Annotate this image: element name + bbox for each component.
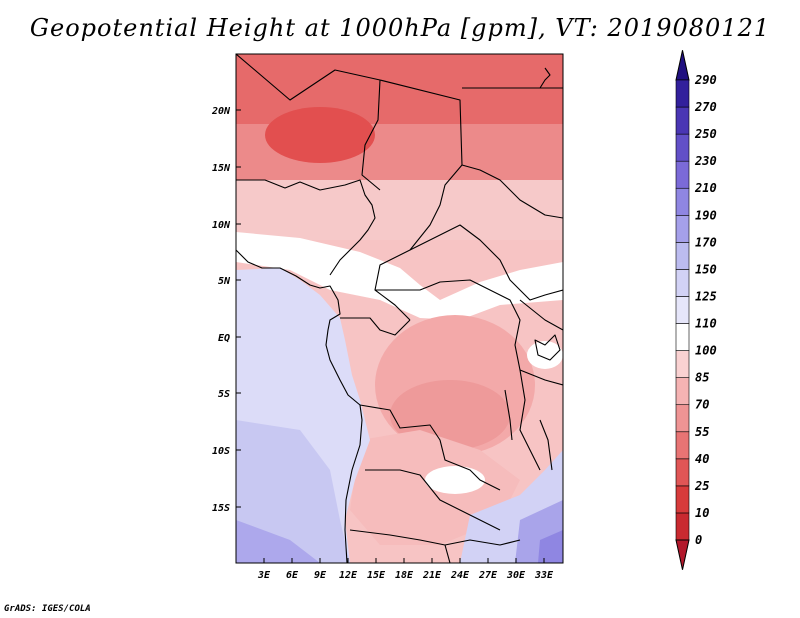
- colorbar-bottom-arrow: [675, 539, 690, 570]
- colorbar-swatch: [675, 404, 690, 433]
- colorbar-label: 55: [695, 425, 709, 439]
- border-angola-drc: [359, 404, 501, 491]
- country-borders: [236, 54, 563, 563]
- colorbar-swatch: [675, 512, 690, 541]
- colorbar-label: 250: [694, 127, 717, 141]
- map-plot-area: [236, 54, 563, 563]
- lat-label: 20N: [211, 106, 231, 117]
- lon-label: 15E: [367, 570, 386, 581]
- height-field-ea-white: [527, 341, 563, 369]
- colorbar-label: 270: [694, 100, 717, 114]
- lon-label: 30E: [506, 570, 526, 581]
- height-field-chad-low: [265, 107, 375, 163]
- colorbar-label: 110: [695, 317, 717, 331]
- lat-label: EQ: [218, 333, 230, 344]
- colorbar-swatch: [675, 377, 690, 406]
- colorbar-top-arrow: [675, 50, 690, 81]
- height-field-ocean-south: [236, 420, 350, 563]
- credit-text: GrADS: IGES/COLA: [4, 604, 91, 614]
- border-chad: [374, 79, 463, 321]
- map-title: Geopotential Height at 1000hPa [gpm], VT…: [29, 14, 771, 42]
- border-botswana: [444, 544, 451, 563]
- longitude-axis: 3E 6E 9E 12E 15E 18E 21E 24E 27E 30E 33E: [257, 558, 554, 581]
- colorbar-swatch: [675, 79, 690, 108]
- lake-tanganyika: [504, 389, 513, 441]
- latitude-axis: 20N 15N 10N 5N EQ 5S 10S 15S: [211, 106, 241, 514]
- lon-label: 12E: [339, 570, 358, 581]
- colorbar-label: 170: [695, 235, 717, 249]
- lat-label: 5N: [218, 276, 231, 287]
- lon-label: 6E: [286, 570, 299, 581]
- height-field-southeast-deep: [538, 530, 563, 563]
- lon-label: 27E: [478, 570, 498, 581]
- colorbar: 0 10 25 40 55 70 85 100 110 125 150 170 190 210 230 250…: [675, 50, 717, 570]
- height-field-ocean-sw: [236, 520, 320, 563]
- lon-label: 9E: [314, 570, 327, 581]
- border-uganda-kenya: [519, 299, 563, 331]
- border-niger: [236, 54, 381, 191]
- lon-label: 3E: [257, 570, 271, 581]
- colorbar-label: 0: [695, 533, 702, 547]
- map-frame: [235, 53, 564, 564]
- border-sudan: [461, 164, 563, 219]
- border-car-south-sudan: [409, 224, 563, 301]
- red-sea-coast: [539, 67, 551, 89]
- border-tanzania: [519, 369, 563, 386]
- colorbar-label: 40: [695, 452, 709, 466]
- border-drc-east: [375, 279, 541, 471]
- lat-label: 15S: [212, 503, 230, 514]
- colorbar-label: 290: [694, 73, 717, 87]
- colorbar-swatch: [675, 458, 690, 487]
- lon-label: 18E: [395, 570, 414, 581]
- lat-label: 15N: [212, 163, 231, 174]
- colorbar-swatch: [675, 242, 690, 270]
- border-nigeria: [236, 179, 376, 276]
- lake-victoria: [534, 334, 561, 361]
- border-angola-zambia: [365, 469, 501, 531]
- colorbar-swatch: [675, 485, 690, 514]
- lon-label: 21E: [422, 570, 442, 581]
- lon-label: 24E: [450, 570, 470, 581]
- lat-label: 10N: [212, 220, 231, 231]
- colorbar-swatch: [675, 296, 690, 324]
- colorbar-swatch: [675, 214, 690, 243]
- colorbar-swatch: [675, 187, 690, 216]
- height-field-sahel: [236, 180, 563, 240]
- colorbar-swatch: [675, 133, 690, 162]
- colorbar-label: 150: [695, 262, 717, 276]
- lake-malawi: [539, 419, 553, 471]
- colorbar-label: 190: [695, 208, 717, 222]
- colorbar-swatch: [675, 350, 690, 378]
- lat-label: 5S: [218, 389, 230, 400]
- colorbar-label: 85: [695, 371, 709, 385]
- lon-label: 33E: [534, 570, 554, 581]
- border-gabon: [340, 317, 411, 336]
- colorbar-swatch: [675, 106, 690, 135]
- atlantic-coastline: [236, 249, 363, 563]
- colorbar-label: 230: [694, 154, 717, 168]
- colorbar-label: 100: [695, 344, 717, 358]
- colorbar-swatch: [675, 323, 690, 351]
- colorbar-label: 125: [695, 289, 717, 303]
- colorbar-label: 25: [694, 479, 709, 493]
- colorbar-label: 210: [694, 181, 717, 195]
- colorbar-swatch: [675, 160, 690, 189]
- height-field-zambia-white: [425, 466, 485, 494]
- lat-label: 10S: [212, 446, 230, 457]
- colorbar-label: 70: [695, 398, 709, 412]
- colorbar-label: 10: [695, 506, 709, 520]
- colorbar-swatch: [675, 431, 690, 460]
- colorbar-swatch: [675, 269, 690, 297]
- height-field-coastal-white: [236, 232, 563, 320]
